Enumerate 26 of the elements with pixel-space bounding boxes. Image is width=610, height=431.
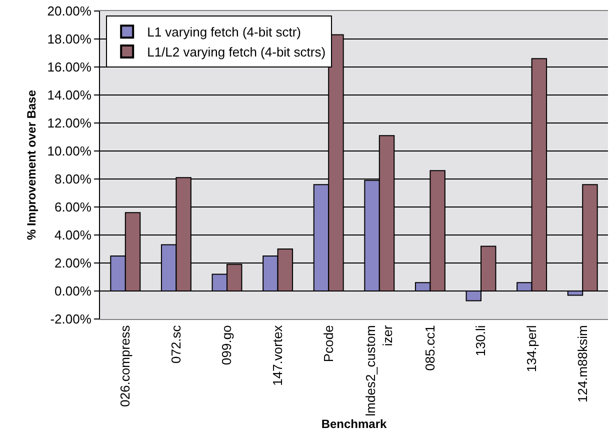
y-tick-label: 12.00% [47, 116, 92, 131]
y-tick-label: 20.00% [47, 4, 92, 19]
x-tick-label: 072.sc [168, 324, 184, 364]
x-tick-label: 130.li [473, 325, 488, 356]
y-tick-label: 2.00% [54, 256, 92, 271]
y-tick-label: 16.00% [47, 60, 92, 75]
legend-label: L1/L2 varying fetch (4-bit sctrs) [147, 44, 326, 60]
y-axis-title: % Improvement over Base [24, 90, 39, 240]
y-tick-label: 8.00% [54, 172, 92, 187]
y-tick-label: 4.00% [54, 228, 92, 243]
x-tick-label: Pcode [320, 325, 336, 362]
x-tick-label: 026.compress [118, 324, 133, 407]
legend-label: L1 varying fetch (4-bit sctr) [147, 24, 301, 40]
x-tick-label: 099.go [219, 325, 234, 365]
x-tick-label: 085.cc1 [422, 325, 438, 371]
y-tick-label: -2.00% [50, 312, 92, 327]
x-tick-label: 124.m88ksim [574, 325, 590, 403]
y-tick-label: 14.00% [47, 88, 92, 103]
x-tick-label: 134.perl [524, 325, 540, 372]
y-tick-label: 18.00% [47, 32, 92, 47]
x-tick-label: lmdes2_custom izer [363, 324, 396, 416]
y-tick-label: 6.00% [54, 200, 92, 215]
x-tick-label: 147.vortex [270, 324, 286, 386]
x-axis-title: Benchmark [321, 417, 387, 431]
y-tick-label: 0.00% [54, 284, 92, 299]
y-tick-label: 10.00% [47, 144, 92, 159]
